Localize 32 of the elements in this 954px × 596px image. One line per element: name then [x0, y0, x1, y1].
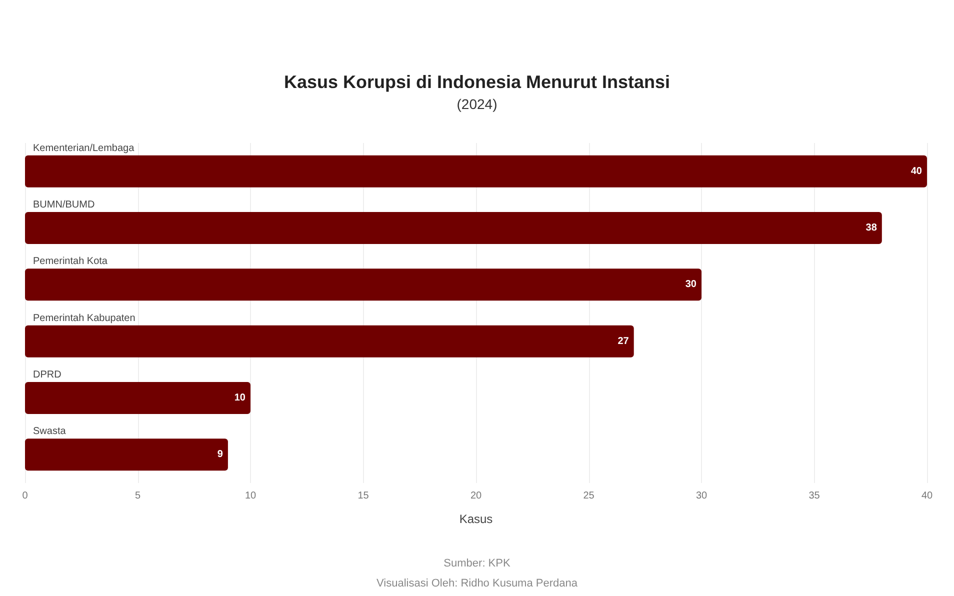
chart-title: Kasus Korupsi di Indonesia Menurut Instansi: [284, 72, 670, 92]
text: Sumber: KPK: [444, 558, 511, 570]
data-label: 10: [234, 392, 246, 404]
y-tick-label: Pemerintah Kota: [33, 256, 108, 268]
y-tick-label: Pemerintah Kabupaten: [33, 312, 136, 324]
x-axis-title: Kasus: [459, 512, 493, 526]
bar: [25, 325, 634, 358]
x-tick-label: 0: [22, 490, 28, 502]
x-tick-label: 35: [808, 490, 820, 502]
bar: [25, 382, 250, 414]
y-tick-label: Swasta: [33, 426, 66, 438]
x-tick-label: 10: [244, 490, 256, 502]
bar: [25, 212, 882, 244]
x-tick-label: 25: [583, 490, 595, 502]
data-label: 9: [217, 449, 224, 460]
x-tick-label: 15: [358, 490, 370, 502]
data-label: 30: [685, 279, 697, 290]
x-tick-label: 5: [134, 490, 141, 502]
x-tick-label: 20: [470, 490, 482, 502]
data-label: 40: [910, 166, 922, 177]
y-tick-label: DPRD: [33, 370, 62, 380]
data-label: 38: [866, 222, 878, 234]
bar: [25, 268, 702, 301]
y-tick-label: Kementerian/Lembaga: [33, 142, 135, 154]
x-tick-label: 40: [921, 490, 933, 502]
data-label: 27: [618, 336, 630, 347]
x-tick-label: 30: [696, 490, 708, 502]
chart-subtitle: (2024): [456, 96, 498, 112]
bar: [25, 438, 228, 471]
text: Visualisasi Oleh: Ridho Kusuma Perdana: [376, 578, 578, 590]
bar: [25, 155, 927, 188]
y-tick-label: BUMN/BUMD: [33, 200, 95, 210]
